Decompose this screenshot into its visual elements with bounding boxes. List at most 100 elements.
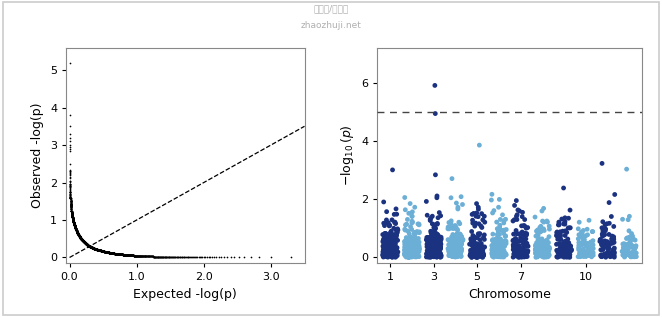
Point — [83, 243, 93, 248]
Point — [92, 247, 103, 252]
Point — [124, 253, 134, 258]
Point — [448, 251, 459, 256]
Point — [160, 254, 170, 259]
Point — [518, 242, 529, 247]
Point — [82, 242, 93, 247]
Point — [383, 249, 393, 255]
Point — [542, 249, 552, 254]
Point — [111, 251, 122, 256]
Point — [79, 240, 90, 245]
Point — [75, 236, 86, 241]
Point — [617, 249, 628, 254]
Point — [125, 253, 136, 258]
Point — [432, 255, 442, 260]
Point — [452, 254, 463, 259]
Point — [607, 249, 618, 254]
Point — [77, 238, 88, 243]
Point — [472, 242, 483, 247]
Point — [382, 254, 393, 259]
Point — [122, 253, 133, 258]
Point — [107, 251, 118, 256]
Point — [144, 254, 154, 259]
Point — [520, 240, 530, 245]
Point — [619, 251, 630, 256]
Point — [81, 242, 92, 247]
Point — [120, 252, 131, 257]
Point — [99, 249, 110, 254]
Point — [93, 248, 104, 253]
Point — [391, 252, 401, 257]
Point — [115, 252, 125, 257]
Point — [88, 246, 99, 251]
Point — [409, 253, 420, 258]
Point — [75, 236, 86, 241]
Point — [85, 244, 96, 249]
Point — [73, 231, 83, 236]
Point — [391, 254, 401, 259]
Point — [392, 230, 402, 235]
Point — [520, 252, 531, 257]
Point — [70, 223, 80, 228]
Point — [377, 244, 388, 249]
Point — [124, 253, 135, 258]
Point — [70, 224, 80, 230]
Point — [90, 246, 101, 251]
Point — [387, 246, 397, 251]
Point — [449, 245, 459, 250]
Point — [68, 219, 79, 224]
Point — [73, 233, 84, 238]
Point — [573, 236, 584, 241]
Point — [128, 253, 138, 258]
Point — [585, 240, 596, 245]
Point — [79, 239, 89, 244]
Point — [583, 232, 593, 237]
Point — [76, 237, 87, 242]
Point — [126, 253, 137, 258]
Point — [433, 215, 444, 220]
Point — [538, 243, 549, 248]
Point — [66, 200, 76, 205]
Point — [85, 244, 95, 249]
Point — [73, 232, 83, 237]
Point — [88, 245, 99, 250]
Point — [93, 247, 103, 252]
Point — [101, 249, 112, 255]
Point — [85, 244, 95, 249]
Point — [434, 254, 445, 259]
Point — [70, 226, 81, 231]
Point — [79, 239, 89, 244]
Point — [78, 239, 89, 244]
Point — [498, 251, 509, 256]
Point — [534, 249, 545, 254]
Point — [108, 251, 118, 256]
Point — [555, 250, 566, 255]
Point — [79, 240, 90, 245]
Point — [428, 250, 439, 255]
Point — [123, 253, 134, 258]
Point — [584, 252, 594, 257]
Point — [577, 230, 587, 236]
Point — [73, 231, 83, 236]
Point — [412, 247, 422, 252]
Point — [71, 227, 81, 232]
Point — [426, 255, 436, 260]
Point — [444, 238, 454, 243]
Point — [132, 253, 142, 258]
Point — [66, 198, 76, 203]
Point — [101, 249, 111, 255]
Point — [425, 252, 436, 257]
Point — [500, 239, 511, 244]
Point — [64, 135, 75, 140]
Point — [107, 250, 117, 256]
Point — [118, 252, 129, 257]
Point — [385, 231, 396, 236]
Point — [148, 254, 159, 259]
Point — [598, 231, 608, 236]
Point — [520, 217, 530, 222]
Point — [86, 244, 97, 249]
Point — [73, 233, 84, 238]
Point — [75, 236, 86, 241]
Point — [85, 244, 95, 249]
Point — [96, 248, 107, 253]
Point — [449, 226, 459, 231]
